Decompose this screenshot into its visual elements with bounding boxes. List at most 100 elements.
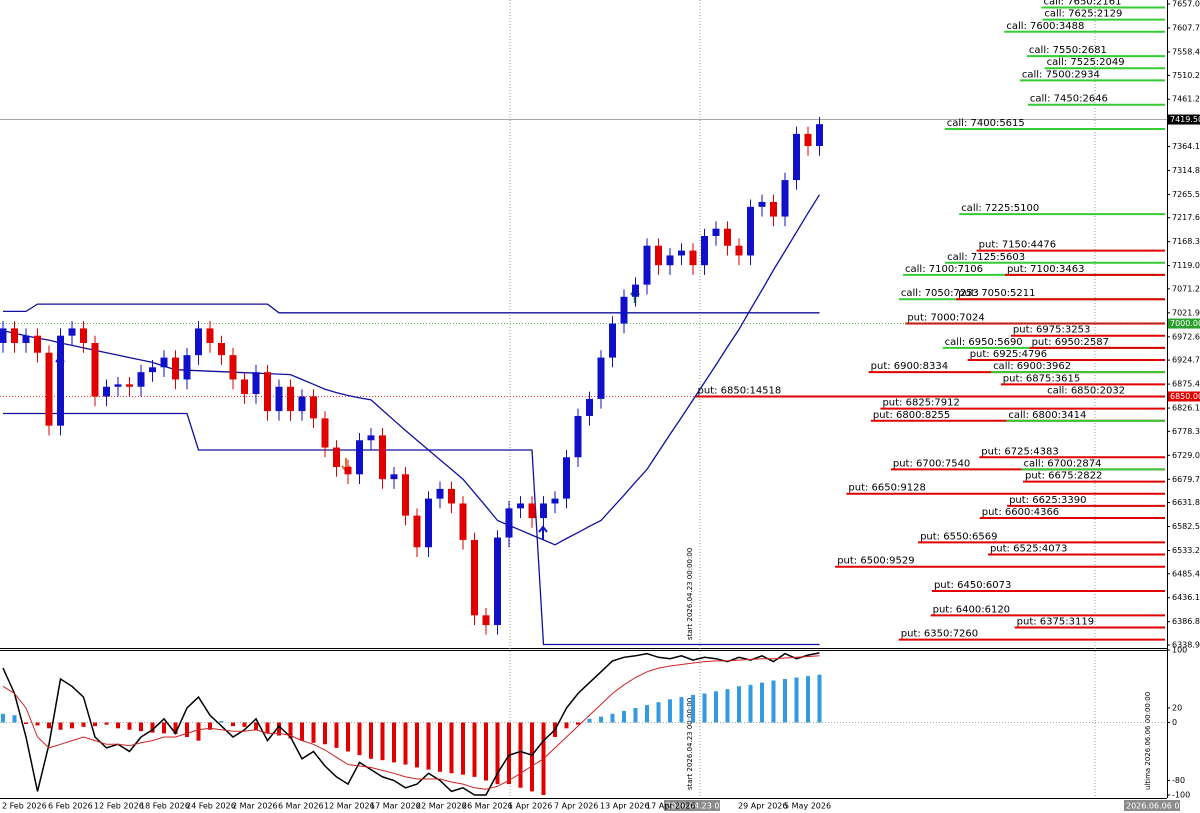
option-level-label: put: 6925:4796 — [970, 349, 1047, 360]
histogram-bar — [794, 677, 799, 723]
histogram-bar — [380, 722, 385, 761]
histogram-bar — [449, 722, 454, 774]
candle-body — [701, 236, 708, 266]
histogram-bar — [461, 722, 465, 775]
y-tick-label: 7071.24 — [1172, 284, 1200, 293]
histogram-bar — [231, 722, 235, 727]
histogram-bar — [70, 722, 74, 729]
x-tick-label: 1 Apr 2026 — [508, 802, 552, 811]
candle-body — [735, 245, 743, 256]
candle-body — [287, 386, 294, 412]
option-level-label: call: 7100:7106 — [905, 264, 983, 275]
candle-body — [80, 328, 87, 343]
candle-body — [206, 328, 214, 343]
candle-body — [632, 284, 639, 297]
y-tick-label: 7168.39 — [1172, 237, 1200, 246]
candle-body — [620, 296, 628, 324]
candle-body — [22, 335, 30, 343]
histogram-bar — [47, 722, 51, 729]
price-marker-label: 7419.50 — [1170, 115, 1200, 124]
option-level-label: call: 7225:5100 — [961, 203, 1039, 214]
candle-body — [816, 124, 823, 147]
option-level-label: put: 6625:3390 — [1009, 495, 1086, 506]
histogram-bar — [127, 722, 132, 730]
price-marker-box — [1168, 391, 1200, 402]
candle-body — [540, 503, 547, 519]
y-tick-label: 100 — [1172, 646, 1187, 655]
histogram-bar — [58, 722, 63, 730]
option-level-label: put: 7150:4476 — [979, 240, 1056, 251]
candle-body — [402, 474, 409, 516]
candle-body — [68, 328, 76, 336]
histogram-bar — [622, 710, 626, 723]
histogram-bar — [737, 686, 741, 723]
end-annotation: ultima 2026.06.06 00:00:00 — [1144, 692, 1152, 790]
candle-body — [770, 201, 777, 217]
histogram-bar — [392, 722, 396, 763]
x-tick-label: 5 May 2026 — [784, 802, 831, 811]
start-annotation: start 2026.04.23 00:00:00 — [686, 698, 694, 790]
candle-body — [655, 245, 662, 266]
candle-body — [448, 488, 455, 504]
candle-body — [114, 384, 122, 387]
option-level-label: put: 6550:6569 — [920, 531, 997, 542]
candle-body — [195, 328, 202, 356]
y-tick-label: 7119.09 — [1172, 261, 1200, 270]
histogram-bar — [300, 722, 304, 741]
option-level-label: call: 6950:5690 — [945, 337, 1023, 348]
histogram-bar — [599, 716, 603, 723]
y-tick-label: 7265.54 — [1172, 190, 1200, 199]
time-marker-box — [664, 800, 720, 811]
histogram-bar — [472, 722, 477, 777]
y-tick-label: 6338.99 — [1172, 640, 1200, 649]
candle-body — [689, 250, 697, 266]
histogram-bar — [426, 722, 431, 770]
candle-body — [91, 342, 99, 397]
histogram-bar — [219, 721, 224, 723]
option-level-label: put: 6600:4366 — [982, 507, 1059, 518]
x-tick-label: 13 Apr 2026 — [600, 802, 649, 811]
option-level-label: put: 6675:2822 — [1025, 471, 1102, 482]
histogram-bar — [369, 722, 373, 759]
histogram-bar — [484, 722, 488, 781]
histogram-bar — [587, 718, 592, 723]
y-tick-label: 6386.84 — [1172, 617, 1200, 626]
candle-body — [471, 539, 478, 616]
option-level-label: put: 6850:14518 — [697, 385, 781, 396]
histogram-bar — [265, 722, 270, 734]
x-tick-label: 2 Mar 2026 — [232, 802, 278, 811]
histogram-bar — [1, 713, 5, 723]
x-tick-label: 29 Apr 2026 — [738, 802, 787, 811]
option-level-label: call: 6850:2032 — [1047, 385, 1125, 396]
y-tick-label: 6485.44 — [1172, 569, 1200, 578]
candle-body — [241, 379, 248, 395]
histogram-bar — [760, 682, 764, 723]
candle-body — [0, 328, 7, 343]
y-tick-label: 7314.84 — [1172, 166, 1200, 175]
y-tick-label: 6778.34 — [1172, 427, 1200, 436]
histogram-bar — [288, 722, 293, 739]
candle-body — [413, 515, 421, 548]
option-level-label: put: 6950:2587 — [1032, 337, 1109, 348]
x-tick-label: 17 Mar 2026 — [370, 802, 421, 811]
option-level-label: put: 7000:7024 — [907, 313, 984, 324]
candle-body — [551, 498, 559, 504]
option-level-label: put: 6500:9529 — [837, 556, 914, 567]
candle-body — [563, 457, 570, 499]
histogram-bar — [691, 694, 695, 723]
option-level-label: put: 6875:3615 — [1003, 373, 1080, 384]
x-tick-label: 24 Feb 2026 — [186, 802, 236, 811]
option-level-label: put: 6975:3253 — [1013, 325, 1090, 336]
y-tick-label: 7607.74 — [1172, 23, 1200, 32]
time-marker-label: 2026.04.23 00:00 — [666, 802, 737, 811]
y-tick-label: -100 — [1172, 791, 1190, 800]
candle-body — [367, 435, 375, 441]
histogram-bar — [12, 715, 17, 723]
y-tick-label: 7510.25 — [1172, 71, 1200, 80]
y-tick-label: 7657.04 — [1172, 0, 1200, 9]
histogram-bar — [35, 722, 40, 726]
candle-body — [149, 367, 156, 373]
y-tick-label: 20 — [1172, 704, 1182, 713]
candle-body — [321, 418, 329, 448]
candle-body — [574, 415, 582, 458]
